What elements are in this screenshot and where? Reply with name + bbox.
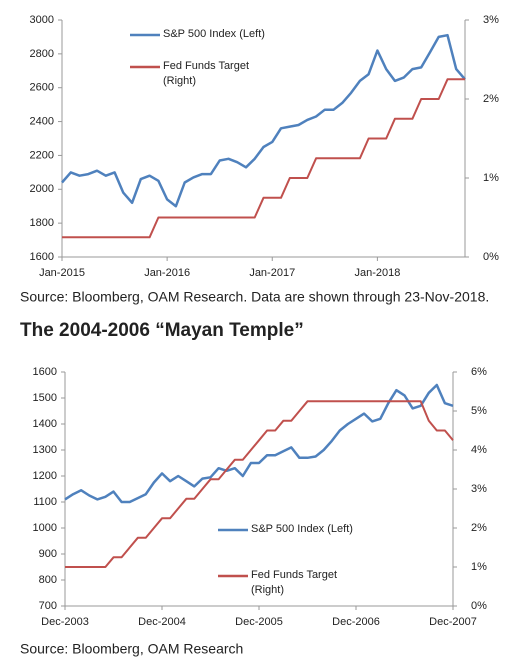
- y-tick-label: 2000: [30, 183, 54, 195]
- source-note: Source: Bloomberg, OAM Research: [20, 641, 243, 657]
- y2-tick-label: 3%: [471, 483, 487, 495]
- x-tick-label: Dec-2003: [41, 616, 89, 628]
- x-tick-label: Dec-2007: [429, 616, 477, 628]
- series-line: [64, 383, 454, 504]
- y2-tick-label: 0%: [483, 251, 499, 263]
- y-tick-label: 2400: [30, 115, 54, 127]
- y-tick-label: 900: [39, 548, 57, 560]
- source-note: Source: Bloomberg, OAM Research. Data ar…: [20, 289, 489, 305]
- y2-tick-label: 5%: [471, 405, 487, 417]
- x-tick-label: Jan-2015: [39, 267, 85, 279]
- y-tick-label: 1600: [33, 366, 57, 378]
- chart-title: The 2004-2006 “Mayan Temple”: [20, 320, 304, 341]
- y-tick-label: 2600: [30, 82, 54, 94]
- x-tick-label: Dec-2004: [138, 616, 186, 628]
- y2-tick-label: 4%: [471, 444, 487, 456]
- y-tick-label: 2200: [30, 149, 54, 161]
- y-tick-label: 800: [39, 574, 57, 586]
- y-tick-label: 1600: [30, 251, 54, 263]
- y-tick-label: 3000: [30, 14, 54, 26]
- series-line: [62, 78, 465, 239]
- legend-label: S&P 500 Index (Left): [163, 28, 265, 40]
- y2-tick-label: 1%: [483, 172, 499, 184]
- y-tick-label: 1000: [33, 522, 57, 534]
- y-tick-label: 1400: [33, 418, 57, 430]
- y-tick-label: 1300: [33, 444, 57, 456]
- legend-label: S&P 500 Index (Left): [251, 523, 353, 535]
- y2-tick-label: 3%: [483, 14, 499, 26]
- y2-tick-label: 2%: [483, 93, 499, 105]
- y2-tick-label: 0%: [471, 600, 487, 612]
- y-tick-label: 1200: [33, 470, 57, 482]
- x-tick-label: Dec-2006: [332, 616, 380, 628]
- series-line: [61, 33, 466, 208]
- y-tick-label: 1100: [33, 496, 57, 508]
- x-tick-label: Jan-2017: [249, 267, 295, 279]
- y2-tick-label: 6%: [471, 366, 487, 378]
- y-tick-label: 2800: [30, 48, 54, 60]
- x-tick-label: Jan-2018: [354, 267, 400, 279]
- y-tick-label: 1800: [30, 217, 54, 229]
- x-tick-label: Dec-2005: [235, 616, 283, 628]
- series-line: [65, 400, 454, 568]
- y2-tick-label: 2%: [471, 522, 487, 534]
- y-tick-label: 700: [39, 600, 57, 612]
- y2-tick-label: 1%: [471, 561, 487, 573]
- x-tick-label: Jan-2016: [144, 267, 190, 279]
- legend-label: Fed Funds Target (Right): [251, 569, 338, 596]
- y-tick-label: 1500: [33, 392, 57, 404]
- legend-label: Fed Funds Target (Right): [163, 60, 250, 87]
